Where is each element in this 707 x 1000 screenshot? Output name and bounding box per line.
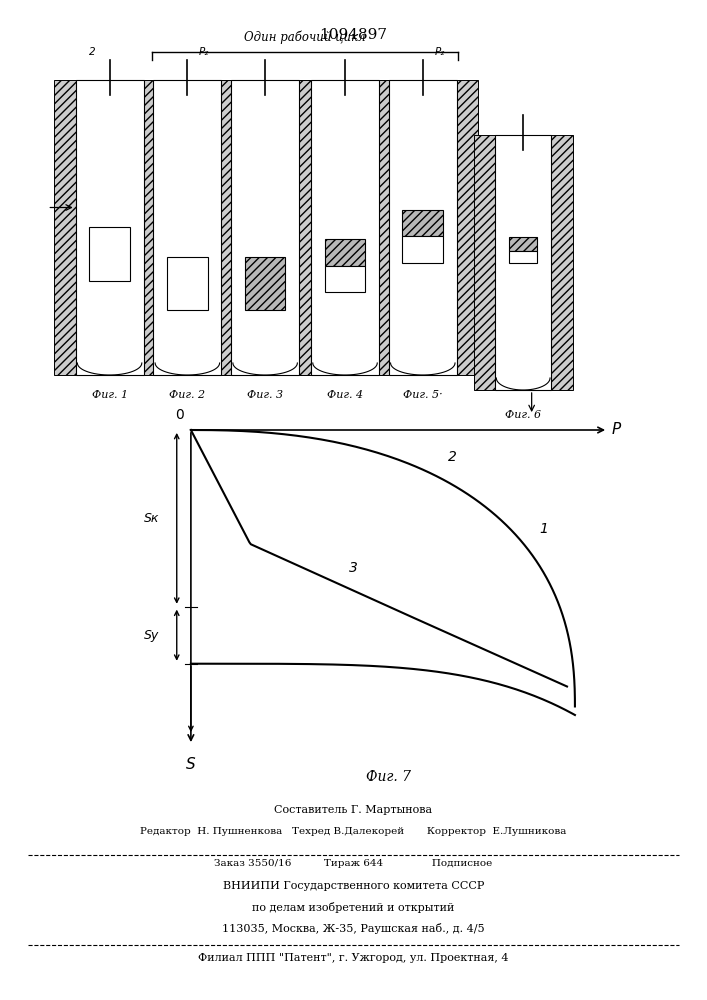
FancyBboxPatch shape <box>311 80 379 375</box>
Bar <box>167 257 208 310</box>
Text: Филиал ППП "Патент", г. Ужгород, ул. Проектная, 4: Филиал ППП "Патент", г. Ужгород, ул. Про… <box>198 953 509 963</box>
Text: Фиг. 6: Фиг. 6 <box>505 410 542 420</box>
FancyBboxPatch shape <box>221 80 243 375</box>
Text: Составитель Г. Мартынова: Составитель Г. Мартынова <box>274 805 433 815</box>
Text: 2: 2 <box>448 450 457 464</box>
FancyBboxPatch shape <box>132 80 153 375</box>
FancyBboxPatch shape <box>457 80 478 375</box>
Text: P₂: P₂ <box>199 47 209 57</box>
Text: Фиг. 2: Фиг. 2 <box>169 390 206 400</box>
FancyBboxPatch shape <box>54 80 76 375</box>
Text: ВНИИПИ Государственного комитета СССР: ВНИИПИ Государственного комитета СССР <box>223 881 484 891</box>
Text: 1: 1 <box>539 522 548 536</box>
Bar <box>245 257 286 310</box>
Text: Sу: Sу <box>144 629 160 642</box>
Text: 3: 3 <box>349 562 358 576</box>
FancyBboxPatch shape <box>379 80 400 375</box>
Bar <box>89 227 130 281</box>
Bar <box>325 239 366 266</box>
Bar <box>509 237 537 251</box>
FancyBboxPatch shape <box>210 80 231 375</box>
Text: 113035, Москва, Ж-35, Раушская наб., д. 4/5: 113035, Москва, Ж-35, Раушская наб., д. … <box>222 923 485 934</box>
Text: P: P <box>612 422 621 438</box>
FancyBboxPatch shape <box>474 135 495 390</box>
FancyBboxPatch shape <box>144 80 165 375</box>
Text: 0: 0 <box>175 408 184 422</box>
Bar <box>325 266 366 292</box>
Text: 2: 2 <box>89 47 96 57</box>
FancyBboxPatch shape <box>551 135 573 390</box>
Bar <box>402 210 443 236</box>
Text: Фиг. 7: Фиг. 7 <box>366 770 411 784</box>
Text: Фиг. 3: Фиг. 3 <box>247 390 284 400</box>
Text: S: S <box>186 757 196 772</box>
FancyBboxPatch shape <box>153 80 221 375</box>
Text: по делам изобретений и открытий: по делам изобретений и открытий <box>252 902 455 913</box>
Text: 1094897: 1094897 <box>320 28 387 42</box>
FancyBboxPatch shape <box>231 80 299 375</box>
Text: Sк: Sк <box>144 512 160 525</box>
FancyBboxPatch shape <box>76 80 144 375</box>
Text: Фиг. 1: Фиг. 1 <box>91 390 128 400</box>
Text: Фиг. 4: Фиг. 4 <box>327 390 363 400</box>
FancyBboxPatch shape <box>368 80 389 375</box>
Text: Редактор  Н. Пушненкова   Техред В.Далекорей       Корректор  Е.Лушникова: Редактор Н. Пушненкова Техред В.Далекоре… <box>140 827 567 836</box>
Text: Фиг. 5·: Фиг. 5· <box>403 390 443 400</box>
Text: Один рабочий цикл: Один рабочий цикл <box>244 30 366 44</box>
Bar <box>509 251 537 262</box>
FancyBboxPatch shape <box>495 135 551 390</box>
Text: Заказ 3550/16          Тираж 644               Подписное: Заказ 3550/16 Тираж 644 Подписное <box>214 859 493 868</box>
FancyBboxPatch shape <box>290 80 311 375</box>
Bar <box>402 236 443 263</box>
FancyBboxPatch shape <box>389 80 457 375</box>
Text: P₂: P₂ <box>435 47 445 57</box>
FancyBboxPatch shape <box>299 80 320 375</box>
